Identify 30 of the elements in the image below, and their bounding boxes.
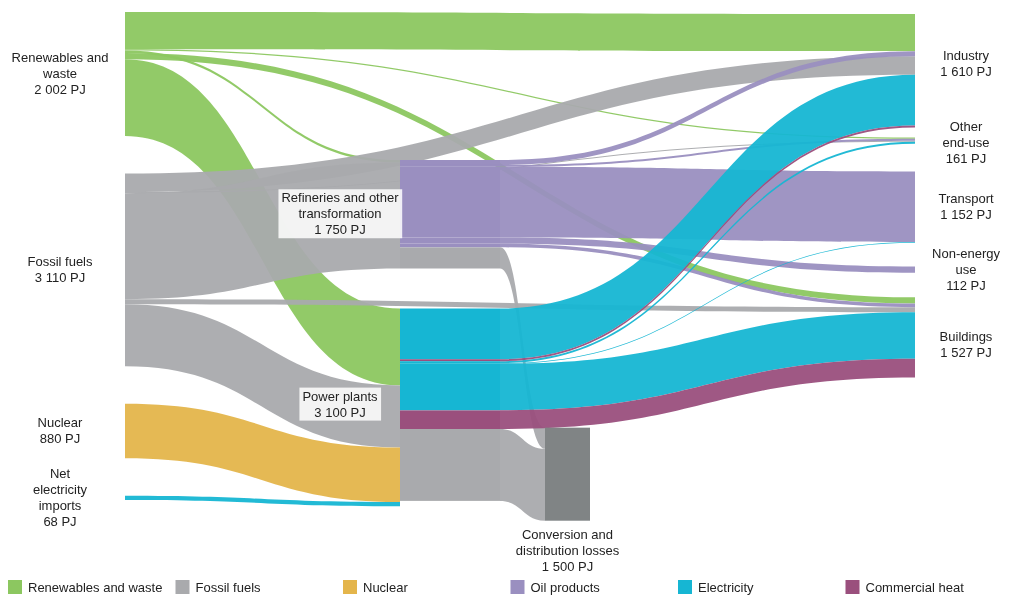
legend-label: Renewables and waste <box>28 580 163 595</box>
category-label: Nuclear <box>37 415 84 431</box>
data-label: 1 610 PJ <box>940 63 992 79</box>
data-label: 161 PJ <box>945 150 987 166</box>
legend-label: Commercial heat <box>865 580 965 595</box>
category-label: Power plants <box>302 388 379 404</box>
legend-label: Electricity <box>698 580 755 595</box>
category-label: Renewables and waste <box>11 50 109 82</box>
data-label: 1 750 PJ <box>314 222 366 238</box>
legend-label: Nuclear <box>363 580 409 595</box>
data-label: 3 110 PJ <box>34 269 86 285</box>
data-label: 2 002 PJ <box>34 82 86 98</box>
data-label: 1 527 PJ <box>940 344 992 360</box>
data-label: 68 PJ <box>43 513 77 529</box>
data-label: 1 500 PJ <box>541 558 594 574</box>
category-label: Industry <box>942 47 990 63</box>
data-label: 112 PJ <box>946 278 986 294</box>
legend-label: Oil products <box>530 580 601 595</box>
data-label: 880 PJ <box>39 431 81 447</box>
category-label: Non-energy use <box>932 246 1001 278</box>
legend-label: Fossil fuels <box>195 580 262 595</box>
category-label: Transport <box>938 191 994 207</box>
data-label: 3 100 PJ <box>314 404 366 420</box>
category-label: Buildings <box>939 328 993 344</box>
category-label: Fossil fuels <box>27 253 93 269</box>
category-label: Conversion and distribution losses <box>515 526 620 558</box>
category-label: Refineries and other transformation <box>281 190 400 222</box>
category-label: Other end-use <box>942 118 990 150</box>
category-label: Net electricity imports <box>32 465 88 513</box>
data-label: 1 152 PJ <box>940 207 992 223</box>
